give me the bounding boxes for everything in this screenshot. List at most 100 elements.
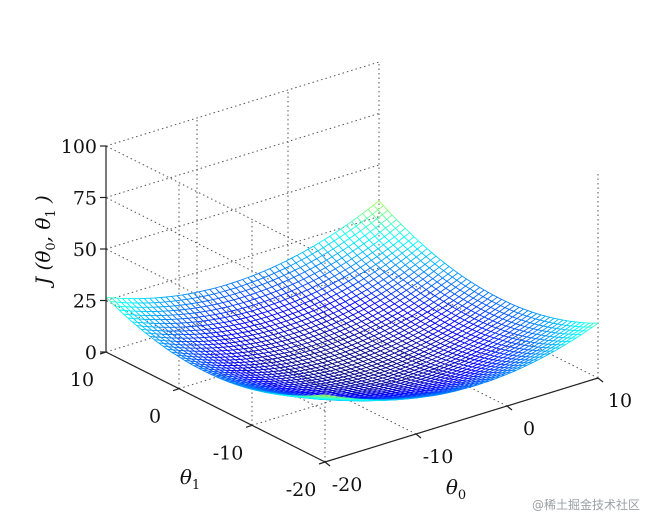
mesh-line bbox=[304, 271, 310, 277]
mesh-line bbox=[205, 350, 211, 355]
mesh-line bbox=[423, 267, 430, 273]
mesh-line bbox=[237, 328, 243, 333]
mesh-line bbox=[301, 342, 308, 346]
mesh-line bbox=[339, 369, 346, 373]
mesh-line bbox=[390, 381, 396, 385]
mesh-line bbox=[516, 335, 523, 340]
mesh-line bbox=[336, 379, 343, 382]
mesh-line bbox=[367, 208, 373, 215]
mesh-line bbox=[451, 309, 458, 314]
mesh-line bbox=[364, 352, 370, 356]
mesh-line bbox=[373, 306, 380, 311]
mesh-line bbox=[161, 315, 167, 320]
mesh-line bbox=[348, 358, 354, 362]
mesh-line bbox=[309, 265, 316, 270]
mesh-line bbox=[242, 352, 248, 356]
mesh-line bbox=[489, 312, 495, 316]
mesh-line bbox=[464, 360, 470, 363]
mesh-line bbox=[383, 354, 390, 359]
mesh-line bbox=[550, 331, 556, 334]
mesh-line bbox=[462, 351, 467, 354]
mesh-line bbox=[303, 334, 309, 339]
mesh-line bbox=[277, 311, 284, 314]
mesh-line bbox=[424, 369, 429, 372]
mesh-line bbox=[503, 335, 509, 338]
mesh-line bbox=[255, 341, 262, 344]
mesh-line bbox=[573, 326, 580, 331]
mesh-line bbox=[189, 330, 195, 335]
mesh-line bbox=[329, 352, 335, 356]
mesh-line bbox=[395, 223, 402, 229]
mesh-line bbox=[157, 330, 163, 335]
mesh-line bbox=[355, 368, 361, 372]
mesh-line bbox=[321, 292, 327, 297]
mesh-line bbox=[295, 294, 301, 300]
mesh-line bbox=[192, 341, 198, 346]
mesh-line bbox=[522, 332, 529, 337]
mesh-line bbox=[491, 360, 498, 364]
mesh-line bbox=[339, 353, 345, 357]
mesh-line bbox=[487, 342, 494, 347]
mesh-line bbox=[316, 291, 322, 296]
mesh-line bbox=[197, 341, 203, 346]
mesh-line bbox=[485, 307, 491, 312]
mesh-line bbox=[534, 323, 540, 326]
mesh-line bbox=[467, 323, 474, 329]
mesh-line bbox=[514, 347, 520, 349]
mesh-line bbox=[325, 347, 332, 351]
mesh-line bbox=[435, 341, 441, 344]
mesh-line bbox=[339, 330, 345, 335]
mesh-line bbox=[268, 368, 274, 372]
mesh-line bbox=[264, 299, 271, 302]
mesh-line bbox=[422, 308, 428, 313]
mesh-line bbox=[461, 335, 466, 339]
mesh-line bbox=[418, 271, 425, 277]
mesh-line bbox=[374, 268, 381, 273]
mesh-line bbox=[266, 358, 273, 361]
mesh-line bbox=[208, 293, 215, 296]
mesh-line bbox=[344, 266, 351, 271]
mesh-line bbox=[304, 329, 310, 334]
mesh-line bbox=[394, 327, 401, 332]
mesh-line bbox=[273, 332, 279, 336]
mesh-line bbox=[284, 265, 291, 269]
mesh-line bbox=[477, 322, 484, 327]
mesh-line bbox=[132, 321, 137, 326]
mesh-line bbox=[535, 314, 542, 320]
mesh-line bbox=[458, 345, 464, 348]
mesh-line bbox=[383, 357, 389, 361]
mesh-line bbox=[386, 256, 392, 262]
mesh-line bbox=[455, 355, 462, 360]
mesh-line bbox=[158, 326, 164, 332]
mesh-line bbox=[335, 325, 342, 329]
mesh-line bbox=[412, 306, 419, 311]
mesh-line bbox=[362, 251, 368, 257]
mesh-line bbox=[375, 380, 382, 383]
mesh-line bbox=[201, 344, 207, 349]
mesh-line bbox=[370, 267, 376, 273]
mesh-line bbox=[338, 310, 344, 315]
mesh-line bbox=[529, 338, 536, 343]
mesh-line bbox=[358, 308, 365, 313]
mesh-line bbox=[435, 376, 441, 380]
mesh-line bbox=[383, 275, 390, 280]
mesh-line bbox=[420, 376, 427, 380]
mesh-line bbox=[431, 252, 437, 257]
mesh-line bbox=[409, 347, 416, 351]
mesh-line bbox=[380, 299, 385, 304]
mesh-line bbox=[509, 331, 514, 335]
mesh-line bbox=[567, 333, 574, 339]
mesh-line bbox=[424, 380, 430, 384]
mesh-line bbox=[301, 292, 307, 298]
mesh-line bbox=[447, 369, 453, 373]
mesh-line bbox=[395, 227, 401, 233]
mesh-line bbox=[457, 302, 463, 307]
mesh-line bbox=[186, 322, 192, 327]
mesh-line bbox=[350, 323, 357, 327]
mesh-line bbox=[262, 310, 268, 314]
mesh-line bbox=[337, 253, 343, 259]
mesh-line bbox=[368, 239, 374, 245]
mesh-line bbox=[473, 360, 480, 364]
mesh-line bbox=[352, 284, 358, 290]
mesh-line bbox=[197, 367, 203, 371]
